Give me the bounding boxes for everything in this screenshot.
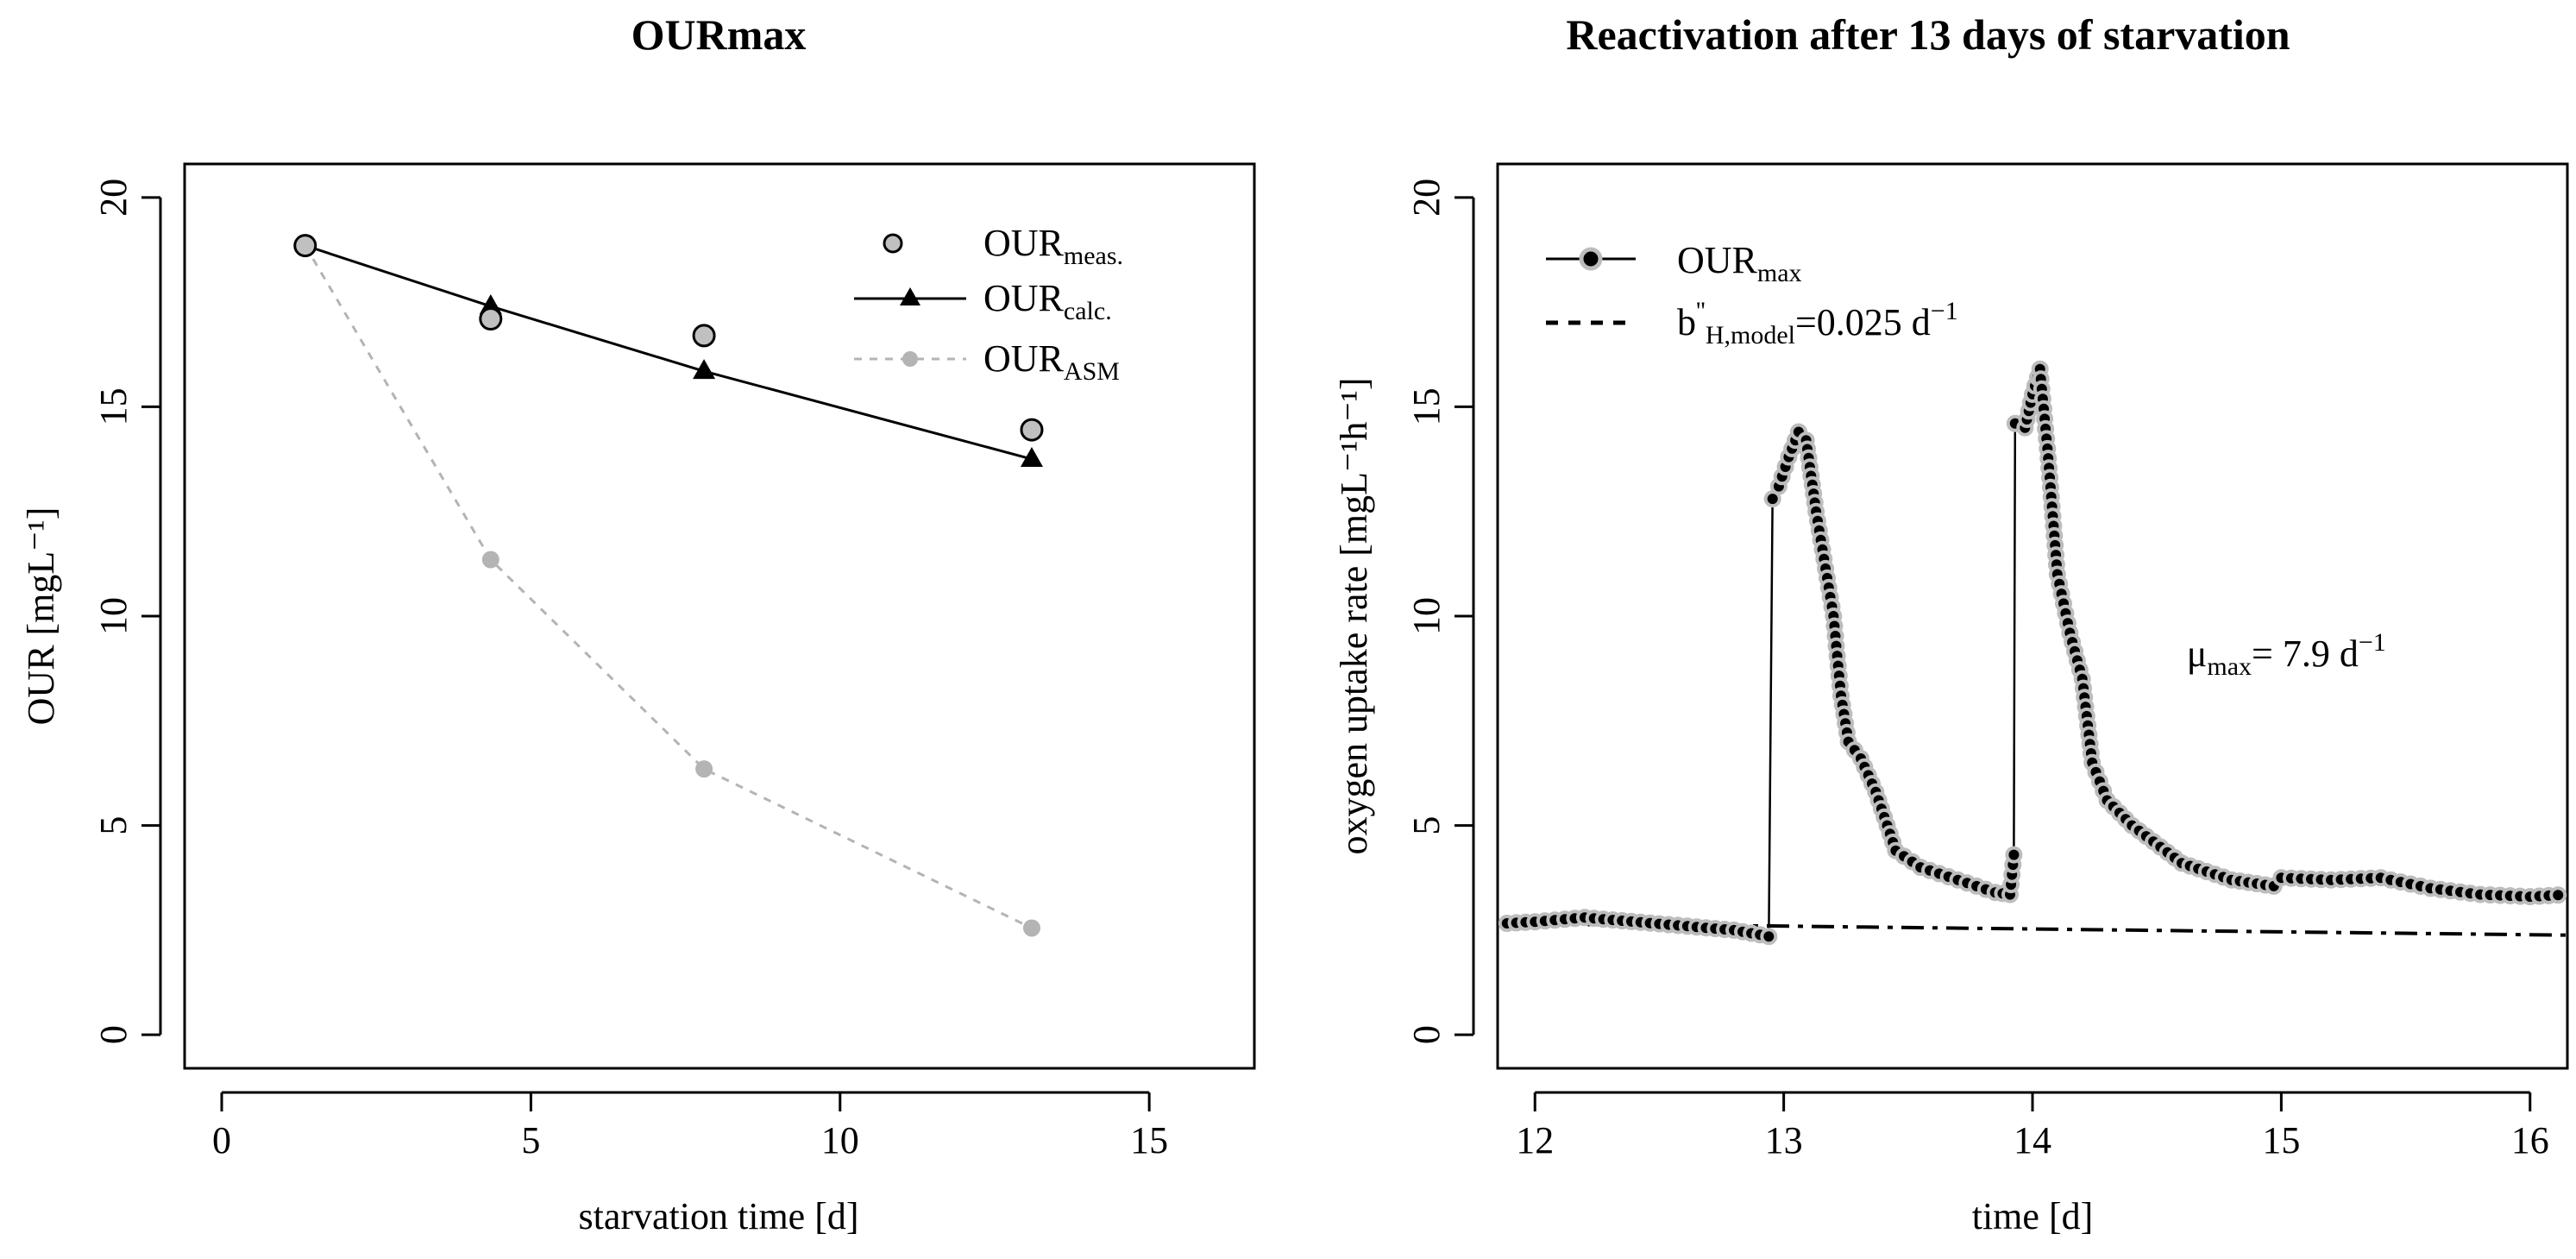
x-tick-label: 16 [2511,1119,2549,1161]
y-tick-label: 10 [92,597,135,635]
meas-point [692,324,716,348]
y-tick-label: 0 [1405,1025,1448,1044]
x-axis-label: starvation time [d] [578,1195,858,1237]
y-tick-label: 15 [1405,387,1448,425]
meas-point [1020,418,1044,442]
chart-title: Reactivation after 13 days of starvation [1566,10,2290,59]
legend-calc-marker [900,287,920,305]
x-tick-label: 15 [1130,1119,1168,1161]
ourmax-point [2005,846,2023,864]
asm-point [1022,919,1040,937]
legend-asm-marker [902,351,918,367]
legend-model-label: b''​H,model​=0.025 d−1​ [1677,297,1958,349]
y-tick-label: 0 [92,1025,135,1044]
y-tick-label: 20 [92,179,135,217]
meas-point [479,307,503,331]
asm-point [695,760,713,778]
x-tick-label: 12 [1516,1119,1554,1161]
chart-title: OURmax [631,10,807,59]
ourmax-point [2549,886,2567,904]
panel-reactivation: Reactivation after 13 days of starvation… [1333,10,2569,1237]
y-axis-label: OUR [mgL⁻¹] [20,507,62,726]
y-tick-label: 5 [92,816,135,835]
plot-frame [1496,162,2569,1070]
plot-frame [183,162,1256,1070]
y-axis-label: oxygen uptake rate [mgL⁻¹h⁻¹] [1333,378,1375,855]
legend-meas-label: OURmeas.​ [983,222,1123,270]
mu-max-label: μmax​= 7.9 d−1​ [2187,628,2386,681]
mu-max-annotation: μmax​= 7.9 d−1​ [2187,628,2386,681]
legend-ourmax-label: OURmax​ [1677,239,1802,287]
ourmax-point [1760,928,1778,946]
series-calc-line [305,244,1033,461]
series-ourmax-line [1497,368,2568,938]
panel-ourmax: OURmax 0 5 10 15 0 5 10 15 20 starvation time [d… [20,10,1256,1237]
x-tick-label: 5 [521,1119,540,1161]
asm-point [481,551,499,569]
y-tick-label: 5 [1405,816,1448,835]
calc-point [1020,447,1043,468]
x-tick-label: 13 [1765,1119,1803,1161]
legend: OURmeas.​ OURcalc.​ OURASM​ [854,222,1123,386]
legend: OURmax​ b''​H,model​=0.025 d−1​ [1546,239,1958,349]
legend-asm-label: OURASM​ [983,337,1120,386]
legend-calc-label: OURcalc.​ [983,277,1112,325]
legend-meas-marker [883,233,903,254]
legend-ourmax-marker [1579,247,1603,271]
x-tick-label: 15 [2262,1119,2300,1161]
y-tick-label: 10 [1405,597,1448,635]
x-tick-label: 0 [212,1119,231,1161]
series-asm-line [304,244,1033,929]
x-axis-label: time [d] [1972,1195,2094,1237]
meas-point [293,234,317,258]
x-tick-label: 10 [821,1119,859,1161]
x-tick-label: 14 [2014,1119,2051,1161]
calc-point [693,359,716,380]
y-tick-label: 20 [1405,179,1448,217]
y-tick-label: 15 [92,387,135,425]
